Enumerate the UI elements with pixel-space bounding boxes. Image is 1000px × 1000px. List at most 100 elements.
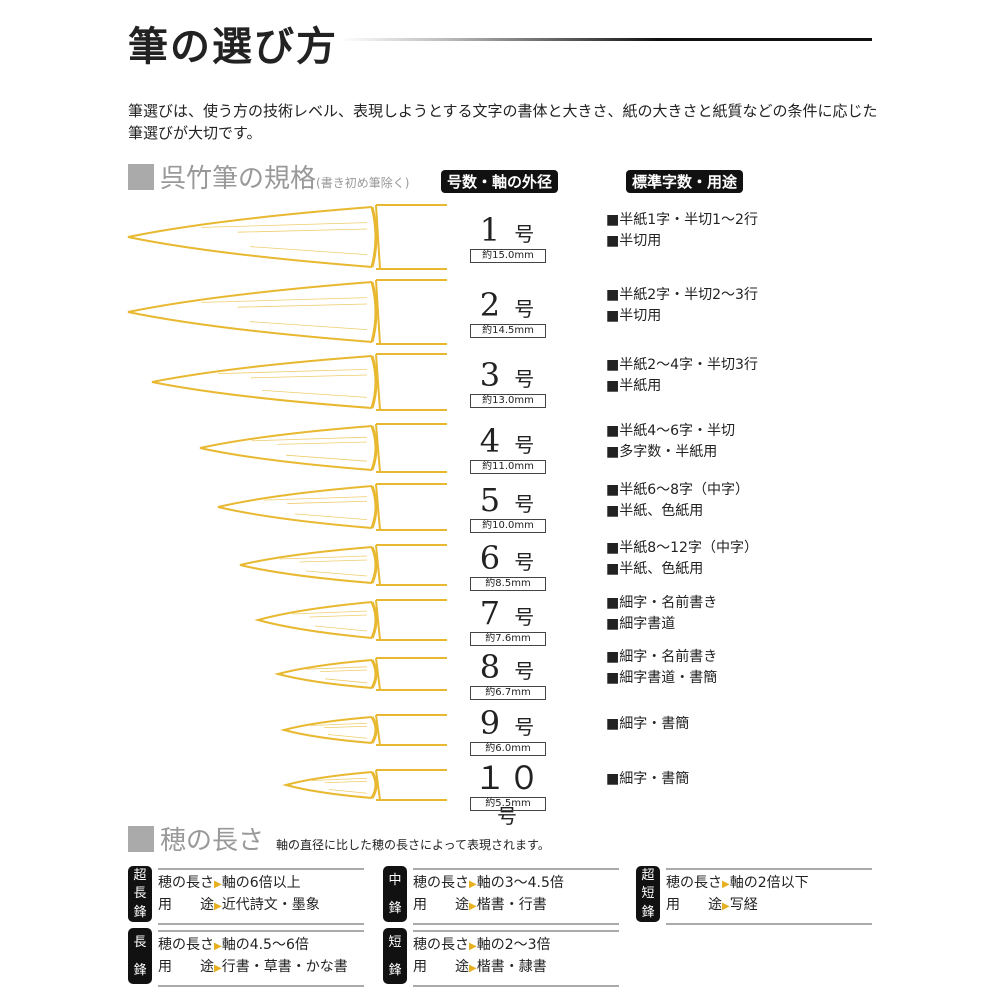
brush-tip [127, 206, 373, 268]
usage-line: ■半紙8～12字（中字） [606, 540, 758, 556]
brush-ferrule [370, 355, 378, 409]
size-number: 8 [479, 648, 503, 686]
tag-char: 短 [641, 886, 655, 902]
usage-line: ■半紙、色紙用 [606, 561, 704, 577]
brush-ferrule [370, 425, 378, 471]
tag-char: 鋒 [133, 905, 147, 921]
usage-line: ■半切用 [606, 308, 662, 324]
size-column-header: 号数・軸の外径 [441, 170, 559, 193]
brush-tip [282, 771, 373, 799]
brush-length-card: 中鋒 穂の長さ▶軸の3～4.5倍 用 途▶楷書・行書 [383, 866, 619, 925]
brush-length-card: 超長鋒 穂の長さ▶軸の6倍以上 用 途▶近代詩文・墨象 [128, 866, 364, 925]
use-value: 楷書・隷書 [476, 959, 547, 975]
size-unit: 号 [514, 297, 537, 321]
brush-illustration [127, 279, 447, 345]
length-type-tag: 短鋒 [383, 928, 407, 984]
brush-hair-line [306, 666, 368, 684]
brush-length-card: 短鋒 穂の長さ▶軸の2～3倍 用 途▶楷書・隷書 [383, 928, 619, 987]
size-number: 7 [479, 594, 503, 632]
size-unit: 号 [514, 659, 537, 683]
tag-char: 長 [133, 886, 147, 902]
brush-tip [274, 659, 373, 689]
tag-char: 短 [388, 934, 402, 950]
tag-char: 鋒 [388, 962, 402, 978]
brush-size-number: 2 号 [470, 288, 546, 326]
usage-line: ■半紙2字・半切2～3行 [606, 287, 758, 303]
usage-line: ■半紙4～6字・半切 [606, 423, 736, 439]
usage-text: ■半紙1字・半切1～2行 ■半切用 [606, 210, 758, 252]
size-number: 6 [479, 539, 503, 577]
brush-illustration [254, 599, 447, 641]
usage-line: ■半切用 [606, 233, 662, 249]
shaft-diameter: 約15.0mm [470, 249, 546, 263]
usage-line: ■細字書道 [606, 616, 676, 632]
usage-text: ■細字・名前書き ■細字書道・書簡 [606, 647, 717, 689]
triangle-right-icon: ▶ [469, 941, 477, 952]
intro-text: 筆選びは、使う方の技術レベル、表現しようとする文字の書体と大きさ、紙の大きさと紙… [128, 102, 878, 142]
shaft-diameter: 約10.0mm [470, 519, 546, 533]
usage-text: ■細字・書簡 [606, 714, 689, 735]
brush-illustration [217, 483, 447, 531]
brush-hair-line [201, 297, 368, 330]
tag-char: 鋒 [133, 962, 147, 978]
size-unit: 号 [514, 715, 537, 739]
brush-ferrule [370, 281, 378, 343]
brush-size-number: １０ 号 [470, 761, 546, 833]
shaft-diameter: 約6.0mm [470, 742, 546, 756]
brush-illustration [274, 657, 447, 691]
shaft-diameter: 約11.0mm [470, 460, 546, 474]
length-type-tag: 超短鋒 [636, 866, 660, 922]
length-label: 穂の長さ [158, 937, 214, 953]
size-number: 5 [479, 481, 503, 519]
brush-hair-line [310, 722, 368, 739]
usage-text: ■半紙8～12字（中字） ■半紙、色紙用 [606, 538, 758, 580]
brush-size-number: 8 号 [470, 650, 546, 688]
title-rule [340, 38, 872, 41]
length-section-title: 穂の長さ [160, 826, 265, 856]
use-label: 用 途 [158, 959, 214, 975]
tag-char: 超 [641, 867, 655, 883]
brush-tip [199, 425, 373, 471]
brush-ferrule [370, 485, 378, 529]
usage-line: ■半紙用 [606, 378, 662, 394]
length-type-tag: 長鋒 [128, 928, 152, 984]
shaft-diameter: 約14.5mm [470, 324, 546, 338]
length-label: 穂の長さ [413, 875, 469, 891]
size-number: 2 [479, 286, 503, 324]
use-label: 用 途 [413, 959, 469, 975]
length-value: 軸の4.5～6倍 [221, 937, 309, 953]
tag-char: 超 [133, 867, 147, 883]
tag-char: 鋒 [641, 905, 655, 921]
brush-handle [375, 599, 447, 641]
size-unit: 号 [514, 492, 537, 516]
triangle-right-icon: ▶ [214, 941, 222, 952]
usage-line: ■細字・書簡 [606, 770, 690, 787]
brush-tip [151, 355, 373, 409]
brush-handle [375, 204, 447, 270]
usage-line: ■細字・書簡 [606, 715, 690, 732]
shaft-diameter: 約6.7mm [470, 686, 546, 700]
brush-ferrule [370, 546, 378, 584]
size-unit: 号 [514, 367, 537, 391]
spec-section-title: 呉竹筆の規格 [160, 164, 317, 194]
square-icon [128, 826, 154, 852]
brush-size-number: 9 号 [470, 706, 546, 744]
length-label: 穂の長さ [158, 875, 214, 891]
length-value: 軸の2～3倍 [476, 937, 551, 953]
brush-ferrule [370, 659, 378, 689]
use-value: 楷書・行書 [476, 897, 547, 913]
shaft-diameter: 約5.5mm [470, 797, 546, 811]
brush-size-number: 6 号 [470, 541, 546, 579]
usage-line: ■細字・名前書き [606, 649, 718, 665]
brush-handle [375, 714, 447, 746]
usage-text: ■半紙2字・半切2～3行 ■半切用 [606, 285, 758, 327]
page-title: 筆の選び方 [128, 23, 338, 70]
size-unit: 号 [514, 433, 537, 457]
usage-line: ■多字数・半紙用 [606, 444, 718, 460]
brush-handle [375, 353, 447, 411]
brush-handle [375, 769, 447, 801]
brush-size-number: 4 号 [470, 424, 546, 462]
length-section-heading: 穂の長さ 軸の直径に比した穂の長さによって表現されます。 [128, 820, 550, 857]
use-value: 行書・草書・かな書 [221, 959, 348, 975]
